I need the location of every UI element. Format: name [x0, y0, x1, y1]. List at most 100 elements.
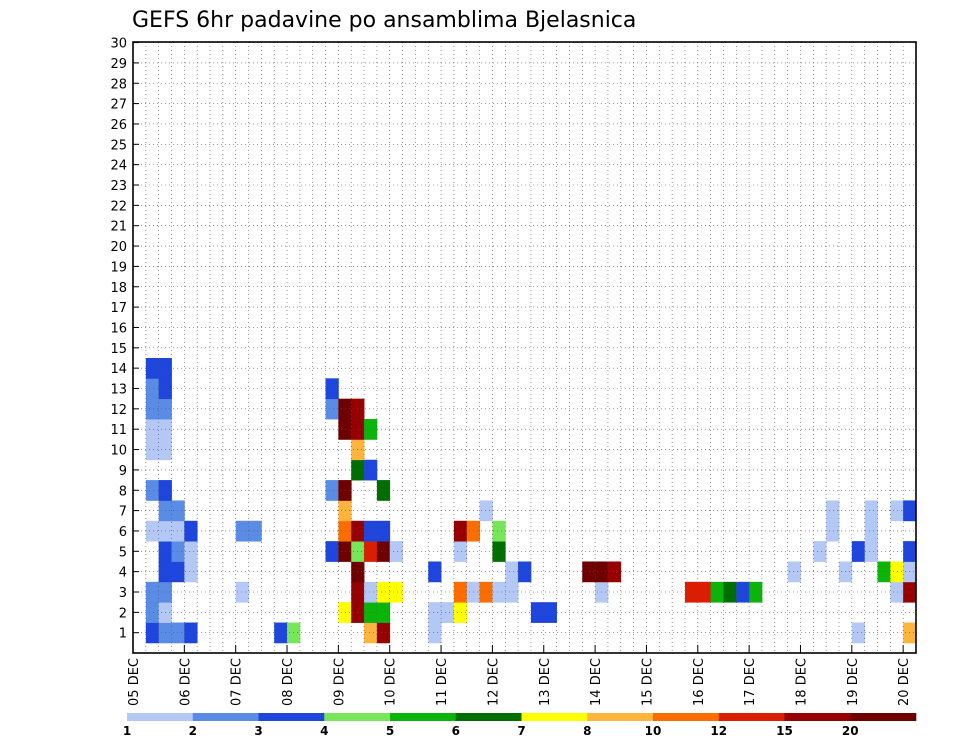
y-tick-label: 1 [119, 627, 127, 642]
y-tick-label: 19 [110, 260, 127, 275]
heatmap-cell [453, 602, 468, 623]
y-tick-label: 18 [110, 281, 127, 296]
y-tick-label: 30 [110, 37, 127, 52]
heatmap-cell [376, 541, 391, 562]
y-tick-label: 2 [119, 606, 127, 621]
heatmap-cell [145, 480, 160, 501]
colorbar-label: 15 [776, 724, 793, 738]
heatmap-cell [864, 520, 878, 542]
heatmap-cell [826, 520, 840, 542]
heatmap-cell [274, 622, 288, 644]
heatmap-cell [389, 581, 403, 603]
heatmap-cell [325, 541, 339, 562]
y-tick-label: 14 [110, 362, 127, 377]
colorbar-label: 8 [583, 724, 591, 738]
colorbar-swatch [127, 713, 194, 721]
heatmap-cell [428, 602, 442, 623]
heatmap-cell [607, 561, 622, 583]
heatmap-cell [453, 581, 468, 603]
heatmap-cell [736, 581, 750, 603]
y-tick-label: 12 [110, 403, 127, 418]
heatmap-cell [376, 622, 391, 644]
heatmap-cell [364, 602, 378, 623]
x-tick-label: 08 DEC [281, 658, 296, 706]
heatmap-cell [543, 602, 557, 623]
heatmap-cell [376, 520, 391, 542]
heatmap-cell [171, 541, 185, 562]
heatmap-cell [171, 520, 185, 542]
heatmap-cell [376, 480, 391, 501]
y-tick-label: 3 [119, 586, 127, 601]
colorbar-label: 20 [842, 724, 859, 738]
y-axis-ticks: 1234567891011121314151617181920212223242… [110, 37, 139, 642]
heatmap-cell [364, 541, 378, 562]
x-tick-label: 18 DEC [794, 658, 809, 706]
heatmap-cell [235, 520, 249, 542]
heatmap-cell [235, 581, 249, 603]
heatmap-cell [184, 541, 198, 562]
heatmap-cell [684, 581, 699, 603]
y-tick-label: 10 [110, 444, 127, 459]
heatmap-cell [171, 622, 185, 644]
y-tick-label: 7 [119, 505, 127, 520]
heatmap-cell [364, 581, 378, 603]
y-tick-label: 5 [119, 545, 127, 560]
heatmap-cell [492, 520, 506, 542]
x-tick-label: 06 DEC [178, 658, 193, 706]
colorbar-legend: 1 2 3 4 5 6 7 8 10 12 15 20 [123, 713, 917, 738]
colorbar-label: 3 [254, 724, 262, 738]
y-tick-label: 15 [110, 342, 127, 357]
heatmap-cell [697, 581, 712, 603]
heatmap-cell [145, 357, 160, 379]
y-tick-label: 21 [110, 220, 127, 235]
y-tick-label: 23 [110, 179, 127, 194]
colorbar-swatch [718, 713, 785, 721]
heatmap-cell [453, 520, 468, 542]
x-tick-label: 13 DEC [538, 658, 553, 706]
y-tick-label: 29 [110, 57, 127, 72]
heatmap-cell [145, 398, 160, 420]
x-tick-label: 14 DEC [589, 658, 604, 706]
heatmap-cell [184, 622, 198, 644]
heatmap-cell [505, 581, 519, 603]
heatmap-cell [864, 500, 878, 522]
heatmap-cell [441, 602, 455, 623]
heatmap-cell [492, 541, 506, 562]
x-tick-label: 19 DEC [846, 658, 861, 706]
y-tick-label: 13 [110, 383, 127, 398]
heatmap-cell [364, 459, 378, 481]
heatmap-cell [145, 419, 160, 440]
heatmap-cell [723, 581, 737, 603]
colorbar-swatch [192, 713, 259, 721]
heatmap-cell [428, 622, 442, 644]
colorbar-label: 6 [452, 724, 460, 738]
y-tick-label: 28 [110, 77, 127, 92]
y-tick-label: 8 [119, 484, 127, 499]
heatmap-cell [364, 622, 378, 644]
x-tick-label: 15 DEC [640, 658, 655, 706]
y-tick-label: 4 [119, 566, 127, 581]
heatmap-cell [582, 561, 596, 583]
heatmap-cell [145, 378, 160, 400]
x-tick-label: 07 DEC [230, 658, 245, 706]
heatmap-cell [826, 500, 840, 522]
colorbar-swatch [850, 713, 917, 721]
y-tick-label: 25 [110, 138, 127, 153]
heatmap-cell [325, 480, 339, 501]
heatmap-cell [864, 541, 878, 562]
heatmap-cell [145, 602, 160, 623]
x-tick-label: 09 DEC [332, 658, 347, 706]
colorbar-swatch [258, 713, 325, 721]
heatmap-cell [145, 439, 160, 461]
heatmap-cell [171, 561, 185, 583]
x-tick-label: 16 DEC [692, 658, 707, 706]
heatmap-cell [749, 581, 763, 603]
heatmap-cell [851, 541, 866, 562]
colorbar-swatch [324, 713, 391, 721]
x-tick-label: 05 DEC [127, 658, 142, 706]
heatmap-cell [428, 561, 442, 583]
heatmap-cell [877, 561, 891, 583]
heatmap-cell [890, 561, 904, 583]
y-tick-label: 6 [119, 525, 127, 540]
